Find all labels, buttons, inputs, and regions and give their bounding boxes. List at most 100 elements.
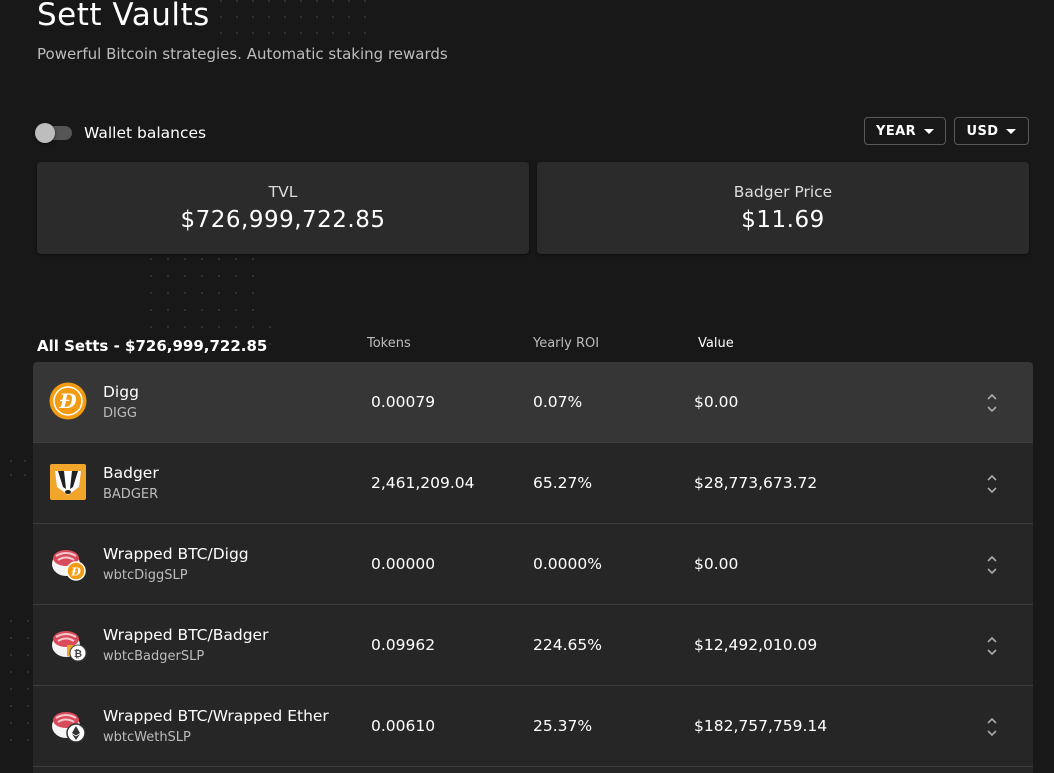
svg-text:Ð: Ð	[58, 389, 77, 413]
decorative-dot	[27, 688, 29, 690]
page-subtitle: Powerful Bitcoin strategies. Automatic s…	[37, 45, 448, 63]
tvl-value: $726,999,722.85	[180, 207, 386, 233]
page-title: Sett Vaults	[37, 0, 210, 33]
sett-name: Badger	[103, 464, 159, 482]
sett-value: $0.00	[694, 393, 739, 411]
period-select-value: YEAR	[876, 123, 916, 139]
expand-chevrons-icon[interactable]	[986, 554, 998, 576]
badger-icon	[49, 463, 87, 501]
wallet-balances-toggle[interactable]: Wallet balances	[35, 123, 206, 143]
decorative-dot	[236, 0, 238, 2]
decorative-dot	[284, 32, 286, 34]
sushi-weth-icon	[49, 706, 87, 744]
decorative-dot	[218, 309, 220, 311]
decorative-dot	[236, 16, 238, 18]
badger-price-card: Badger Price $11.69	[537, 162, 1029, 254]
decorative-dot	[167, 258, 169, 260]
expand-chevrons-icon[interactable]	[986, 716, 998, 738]
sett-value: $0.00	[694, 555, 739, 573]
sett-value: $12,492,010.09	[694, 636, 818, 654]
decorative-dot	[27, 739, 29, 741]
toggle-switch[interactable]	[35, 123, 72, 143]
sett-roi: 0.0000%	[533, 555, 602, 573]
currency-select[interactable]: USD	[954, 117, 1029, 145]
decorative-dot	[300, 32, 302, 34]
decorative-dot	[10, 671, 12, 673]
decorative-dot	[10, 620, 12, 622]
decorative-dot	[27, 620, 29, 622]
decorative-dot	[300, 16, 302, 18]
all-setts-heading: All Setts - $726,999,722.85	[37, 337, 268, 355]
decorative-dot	[252, 258, 254, 260]
setts-table: Ð Digg DIGG 0.00079 0.07% $0.00	[33, 362, 1033, 773]
tvl-label: TVL	[268, 183, 298, 201]
expand-chevrons-icon[interactable]	[986, 473, 998, 495]
sett-roi: 65.27%	[533, 474, 593, 492]
decorative-dot	[284, 16, 286, 18]
sett-tokens: 0.00610	[371, 717, 436, 735]
table-row[interactable]: Ð Digg DIGG 0.00079 0.07% $0.00	[33, 362, 1033, 443]
decorative-dot	[252, 32, 254, 34]
table-row[interactable]: ₿ Wrapped BTC/Badger wbtcBadgerSLP 0.099…	[33, 605, 1033, 686]
tvl-card: TVL $726,999,722.85	[37, 162, 529, 254]
sett-symbol: wbtcBadgerSLP	[103, 649, 205, 664]
decorative-dot	[364, 0, 366, 2]
decorative-dot	[184, 326, 186, 328]
caret-down-icon	[1006, 128, 1017, 134]
decorative-dot	[268, 16, 270, 18]
sett-name: Digg	[103, 383, 139, 401]
caret-down-icon	[923, 128, 934, 134]
decorative-dot	[201, 258, 203, 260]
decorative-dot	[364, 16, 366, 18]
toggle-knob	[35, 123, 55, 143]
decorative-dot	[24, 460, 26, 462]
sett-tokens: 0.00000	[371, 555, 436, 573]
decorative-dot	[348, 16, 350, 18]
decorative-dot	[235, 258, 237, 260]
decorative-dot	[167, 275, 169, 277]
sushi-badger-icon: ₿	[49, 625, 87, 663]
table-row-partial	[33, 767, 1033, 773]
decorative-dot	[218, 292, 220, 294]
badger-price-value: $11.69	[741, 207, 825, 233]
decorative-dot	[300, 0, 302, 2]
sett-roi: 25.37%	[533, 717, 593, 735]
decorative-dot	[348, 32, 350, 34]
sett-name: Wrapped BTC/Wrapped Ether	[103, 707, 329, 725]
svg-text:Ð: Ð	[70, 566, 81, 579]
table-row[interactable]: Ð Wrapped BTC/Digg wbtcDiggSLP 0.00000 0…	[33, 524, 1033, 605]
decorative-dot	[167, 292, 169, 294]
decorative-dot	[184, 275, 186, 277]
decorative-dot	[167, 326, 169, 328]
decorative-dot	[10, 654, 12, 656]
decorative-dot	[184, 258, 186, 260]
decorative-dot	[150, 326, 152, 328]
decorative-dot	[10, 474, 12, 476]
decorative-dot	[167, 309, 169, 311]
decorative-dot	[268, 0, 270, 2]
decorative-dot	[332, 32, 334, 34]
period-select[interactable]: YEAR	[864, 117, 946, 145]
expand-chevrons-icon[interactable]	[986, 635, 998, 657]
decorative-dot	[150, 258, 152, 260]
badger-price-label: Badger Price	[733, 183, 833, 201]
decorative-dot	[332, 0, 334, 2]
sett-symbol: DIGG	[103, 406, 137, 421]
decorative-dot	[252, 309, 254, 311]
decorative-dot	[218, 326, 220, 328]
column-header-tokens: Tokens	[367, 336, 411, 351]
decorative-dot	[10, 460, 12, 462]
sett-roi: 224.65%	[533, 636, 602, 654]
decorative-dot	[220, 16, 222, 18]
table-row[interactable]: Badger BADGER 2,461,209.04 65.27% $28,77…	[33, 443, 1033, 524]
expand-chevrons-icon[interactable]	[986, 392, 998, 414]
decorative-dot	[220, 0, 222, 2]
decorative-dot	[27, 654, 29, 656]
decorative-dot	[10, 705, 12, 707]
decorative-dot	[10, 637, 12, 639]
decorative-dot	[220, 32, 222, 34]
decorative-dot	[27, 671, 29, 673]
decorative-dot	[284, 0, 286, 2]
table-row[interactable]: Wrapped BTC/Wrapped Ether wbtcWethSLP 0.…	[33, 686, 1033, 767]
decorative-dot	[10, 722, 12, 724]
